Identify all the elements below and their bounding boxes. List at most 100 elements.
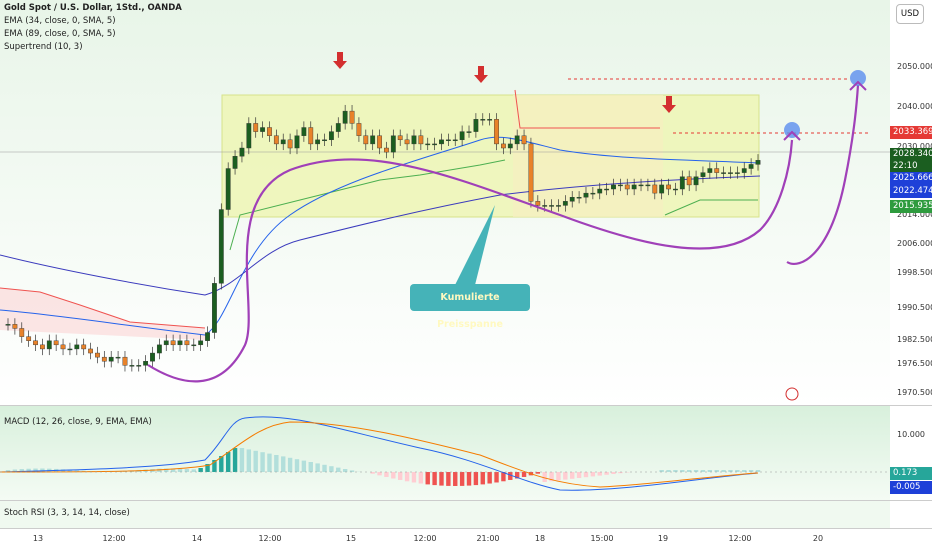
macd-histogram-bar	[370, 472, 375, 474]
macd-histogram-bar	[714, 470, 719, 472]
macd-histogram-bar	[453, 472, 458, 486]
candle	[328, 131, 334, 141]
ema89-line	[0, 175, 761, 296]
y-axis-label: 2040.000	[897, 102, 932, 111]
candle	[404, 139, 410, 145]
candle	[177, 340, 183, 346]
macd-histogram-bar	[742, 470, 747, 472]
candle	[239, 147, 245, 157]
down-arrow-icon	[333, 52, 347, 69]
candle	[459, 131, 465, 141]
macd-histogram-bar	[322, 464, 327, 472]
macd-label[interactable]: MACD (12, 26, close, 9, EMA, EMA)	[4, 417, 152, 427]
x-axis-label: 13	[33, 534, 43, 543]
x-axis-label: 15	[346, 534, 356, 543]
candle	[53, 340, 59, 346]
candle	[335, 123, 341, 132]
signal-line	[0, 421, 759, 488]
target-marker	[784, 122, 800, 138]
macd-tag-positive: 0.173	[890, 467, 932, 480]
candle	[549, 205, 554, 207]
candle	[617, 184, 623, 187]
macd-histogram-bar	[336, 467, 341, 472]
x-axis-label: 19	[658, 534, 668, 543]
macd-histogram-bar	[205, 464, 210, 472]
macd-histogram-bar	[494, 472, 499, 483]
candle	[170, 340, 176, 346]
candle	[81, 344, 87, 350]
legend-ema89[interactable]: EMA (89, close, 0, SMA, 5)	[4, 29, 116, 39]
x-axis-label: 21:00	[476, 534, 499, 543]
candle	[748, 164, 754, 169]
macd-histogram-bar	[239, 448, 245, 472]
down-arrow-icon	[474, 66, 488, 83]
x-axis-label: 12:00	[413, 534, 436, 543]
candle	[143, 361, 149, 366]
macd-histogram-bar	[12, 469, 18, 472]
macd-histogram-bar	[618, 472, 623, 474]
candle	[624, 184, 630, 190]
candle	[267, 127, 272, 136]
candle	[322, 139, 327, 142]
macd-histogram-bar	[164, 468, 169, 472]
candle	[349, 110, 355, 124]
candle	[432, 143, 438, 146]
macd-histogram-bar	[576, 472, 582, 478]
macd-histogram-bar	[487, 472, 492, 484]
candle	[514, 135, 520, 145]
macd-histogram-bar	[198, 468, 203, 472]
macd-histogram-bar	[349, 470, 355, 472]
legend-ema34[interactable]: EMA (34, close, 0, SMA, 5)	[4, 16, 116, 26]
candle	[191, 344, 197, 347]
candle	[184, 340, 190, 346]
candle	[108, 356, 114, 362]
target-marker	[850, 70, 866, 86]
macd-histogram-bar	[721, 470, 726, 472]
candle	[370, 135, 376, 145]
supertrend-up-line	[664, 199, 758, 216]
macd-histogram-bar	[253, 450, 258, 472]
candle	[260, 127, 265, 132]
macd-histogram-bar	[225, 452, 231, 472]
currency-button[interactable]: USD	[896, 4, 924, 24]
macd-histogram-bar	[246, 449, 252, 472]
candle	[638, 184, 644, 187]
macd-histogram-bar	[570, 472, 575, 479]
macd-tag-negative: -0.005	[890, 481, 932, 494]
macd-histogram-bar	[542, 472, 547, 482]
macd-histogram-bar	[329, 466, 334, 472]
candle	[390, 135, 396, 153]
candle	[576, 197, 582, 199]
macd-histogram-bar	[735, 470, 740, 472]
candle	[411, 135, 417, 145]
candle	[308, 127, 314, 145]
candle	[287, 139, 293, 149]
candle	[707, 168, 713, 173]
stoch-pane-bg	[0, 500, 890, 528]
macd-histogram-bar	[260, 452, 265, 472]
candle	[315, 139, 321, 145]
candle	[363, 135, 369, 145]
candle	[659, 184, 665, 194]
candle	[452, 139, 458, 142]
candle	[40, 344, 45, 350]
price-tag-last: 2028.340	[890, 148, 932, 161]
candle	[246, 123, 252, 149]
candle	[583, 192, 589, 198]
macd-histogram-bar	[67, 469, 73, 472]
macd-line	[0, 416, 759, 491]
candle	[507, 143, 513, 149]
y-axis-label: 1982.500	[897, 335, 932, 344]
macd-histogram-bar	[219, 456, 224, 472]
price-tag-supertrend: 2015.935	[890, 200, 932, 213]
macd-histogram-bar	[315, 463, 320, 472]
macd-histogram-bar	[404, 472, 410, 482]
macd-histogram-bar	[611, 472, 616, 474]
stoch-rsi-label[interactable]: Stoch RSI (3, 3, 14, 14, close)	[4, 508, 130, 518]
candle	[728, 172, 733, 174]
candle	[150, 352, 155, 362]
legend-supertrend[interactable]: Supertrend (10, 3)	[4, 42, 83, 52]
macd-histogram-bar	[26, 468, 31, 472]
macd-histogram-bar	[535, 472, 541, 474]
